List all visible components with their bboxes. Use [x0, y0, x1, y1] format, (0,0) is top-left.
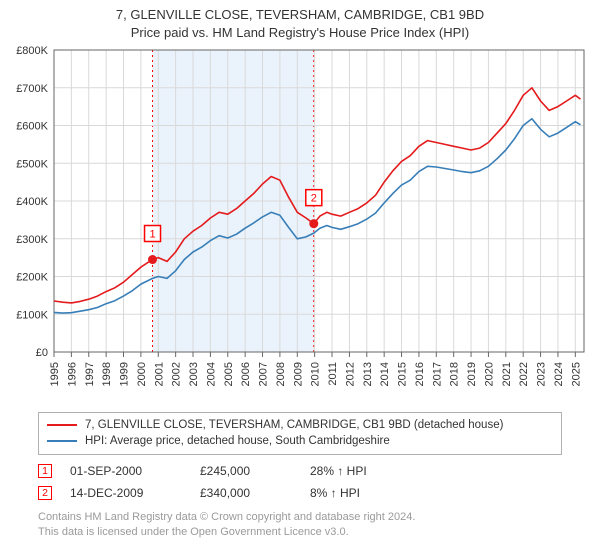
svg-text:£400K: £400K — [16, 196, 48, 208]
svg-text:2: 2 — [311, 193, 317, 205]
svg-text:2021: 2021 — [501, 362, 513, 386]
svg-text:2017: 2017 — [431, 362, 443, 386]
svg-text:£600K: £600K — [16, 121, 48, 133]
legend-swatch — [47, 424, 77, 426]
svg-text:2020: 2020 — [483, 362, 495, 386]
svg-text:2022: 2022 — [518, 362, 530, 386]
svg-text:2002: 2002 — [171, 362, 183, 386]
sale-row: 1 01-SEP-2000 £245,000 28% ↑ HPI — [38, 460, 562, 482]
sale-delta: 28% ↑ HPI — [310, 464, 410, 478]
svg-text:2003: 2003 — [188, 362, 200, 386]
svg-text:2011: 2011 — [327, 362, 339, 386]
legend-label: HPI: Average price, detached house, Sout… — [85, 435, 390, 447]
svg-text:1995: 1995 — [49, 362, 61, 386]
title-subtitle: Price paid vs. HM Land Registry's House … — [0, 24, 600, 42]
svg-text:2005: 2005 — [223, 362, 235, 386]
legend-label: 7, GLENVILLE CLOSE, TEVERSHAM, CAMBRIDGE… — [85, 419, 503, 431]
svg-text:£200K: £200K — [16, 272, 48, 284]
svg-text:£100K: £100K — [16, 309, 48, 321]
sale-price: £245,000 — [200, 464, 310, 478]
sale-list: 1 01-SEP-2000 £245,000 28% ↑ HPI 2 14-DE… — [38, 460, 562, 504]
svg-text:2001: 2001 — [153, 362, 165, 386]
svg-text:£300K: £300K — [16, 234, 48, 246]
legend-swatch — [47, 440, 77, 442]
svg-text:2004: 2004 — [205, 362, 217, 386]
svg-text:1: 1 — [149, 229, 155, 241]
svg-text:2008: 2008 — [275, 362, 287, 386]
svg-text:2010: 2010 — [310, 362, 322, 386]
svg-text:1999: 1999 — [119, 362, 131, 386]
svg-text:2024: 2024 — [553, 362, 565, 386]
svg-text:1996: 1996 — [66, 362, 78, 386]
svg-text:2014: 2014 — [379, 362, 391, 386]
sale-row: 2 14-DEC-2009 £340,000 8% ↑ HPI — [38, 482, 562, 504]
svg-text:2000: 2000 — [136, 362, 148, 386]
svg-text:2012: 2012 — [344, 362, 356, 386]
svg-text:2015: 2015 — [397, 362, 409, 386]
sale-date: 01-SEP-2000 — [70, 464, 200, 478]
sale-price: £340,000 — [200, 486, 310, 500]
svg-text:2013: 2013 — [362, 362, 374, 386]
svg-text:2025: 2025 — [570, 362, 582, 386]
sale-marker-icon: 2 — [38, 486, 52, 500]
svg-text:2009: 2009 — [292, 362, 304, 386]
sale-delta: 8% ↑ HPI — [310, 486, 410, 500]
chart-container: 7, GLENVILLE CLOSE, TEVERSHAM, CAMBRIDGE… — [0, 0, 600, 560]
svg-text:1998: 1998 — [101, 362, 113, 386]
sale-marker-icon: 1 — [38, 464, 52, 478]
svg-text:£500K: £500K — [16, 158, 48, 170]
legend-row: 7, GLENVILLE CLOSE, TEVERSHAM, CAMBRIDGE… — [47, 417, 553, 433]
svg-text:£0: £0 — [36, 347, 48, 359]
sale-date: 14-DEC-2009 — [70, 486, 200, 500]
chart-svg: £0 £100K £200K £300K £400K £500K £600K £700K £80… — [8, 44, 592, 406]
svg-text:£800K: £800K — [16, 45, 48, 57]
svg-text:2023: 2023 — [536, 362, 548, 386]
svg-text:2016: 2016 — [414, 362, 426, 386]
svg-text:2007: 2007 — [258, 362, 270, 386]
footer-line: Contains HM Land Registry data © Crown c… — [38, 510, 562, 525]
footer: Contains HM Land Registry data © Crown c… — [38, 510, 562, 540]
svg-text:2019: 2019 — [466, 362, 478, 386]
legend-row: HPI: Average price, detached house, Sout… — [47, 433, 553, 449]
svg-text:1997: 1997 — [84, 362, 96, 386]
titles: 7, GLENVILLE CLOSE, TEVERSHAM, CAMBRIDGE… — [0, 0, 600, 41]
title-address: 7, GLENVILLE CLOSE, TEVERSHAM, CAMBRIDGE… — [0, 6, 600, 24]
footer-line: This data is licensed under the Open Gov… — [38, 525, 562, 540]
legend: 7, GLENVILLE CLOSE, TEVERSHAM, CAMBRIDGE… — [38, 412, 562, 455]
svg-text:£700K: £700K — [16, 83, 48, 95]
svg-text:2018: 2018 — [449, 362, 461, 386]
svg-text:2006: 2006 — [240, 362, 252, 386]
chart: £0 £100K £200K £300K £400K £500K £600K £700K £80… — [8, 44, 592, 406]
